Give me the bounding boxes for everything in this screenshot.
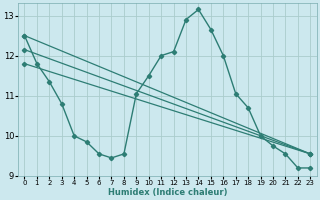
X-axis label: Humidex (Indice chaleur): Humidex (Indice chaleur) xyxy=(108,188,227,197)
